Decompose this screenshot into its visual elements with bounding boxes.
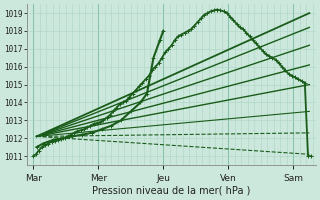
X-axis label: Pression niveau de la mer( hPa ): Pression niveau de la mer( hPa ) xyxy=(92,186,251,196)
